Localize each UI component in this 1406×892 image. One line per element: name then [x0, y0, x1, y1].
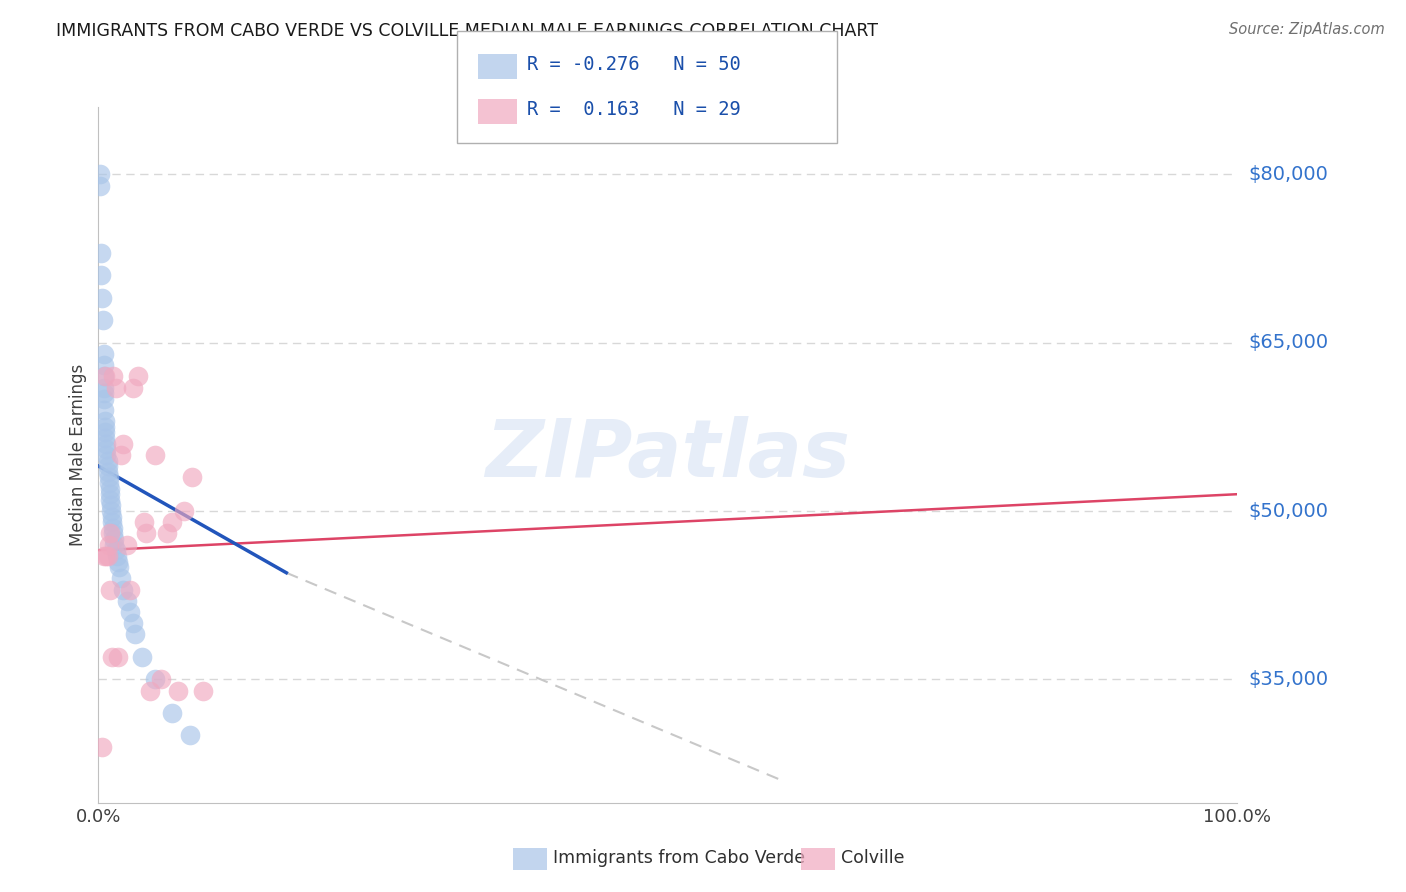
Point — [93, 403, 115, 417]
Text: $80,000: $80,000 — [1249, 165, 1329, 184]
Point — [135, 526, 157, 541]
Point — [98, 492, 121, 507]
Point — [112, 436, 135, 450]
Point — [173, 504, 195, 518]
Point — [94, 420, 117, 434]
Point — [127, 369, 149, 384]
Point — [96, 442, 118, 457]
Point — [89, 178, 111, 193]
Point — [96, 436, 118, 450]
Text: Immigrants from Cabo Verde: Immigrants from Cabo Verde — [553, 849, 804, 867]
Point — [101, 509, 124, 524]
Point — [93, 347, 115, 361]
Point — [90, 246, 112, 260]
Text: R = -0.276   N = 50: R = -0.276 N = 50 — [527, 55, 741, 74]
Text: ZIPatlas: ZIPatlas — [485, 416, 851, 494]
Point — [124, 627, 146, 641]
Point — [96, 453, 118, 467]
Point — [97, 475, 120, 490]
Point — [98, 526, 121, 541]
Point — [94, 414, 117, 428]
Point — [93, 381, 115, 395]
Point — [94, 425, 117, 440]
Point — [145, 448, 167, 462]
Point — [121, 616, 143, 631]
Point — [96, 459, 118, 474]
Y-axis label: Median Male Earnings: Median Male Earnings — [69, 364, 87, 546]
Text: Source: ZipAtlas.com: Source: ZipAtlas.com — [1229, 22, 1385, 37]
Point — [93, 358, 115, 372]
Text: $65,000: $65,000 — [1249, 334, 1329, 352]
Point — [193, 683, 215, 698]
Point — [104, 543, 127, 558]
Point — [108, 560, 131, 574]
Point — [120, 605, 142, 619]
Point — [93, 549, 115, 563]
Point — [100, 499, 122, 513]
Point — [96, 448, 118, 462]
Point — [150, 673, 173, 687]
Point — [94, 431, 117, 445]
Text: Colville: Colville — [841, 849, 904, 867]
Text: $35,000: $35,000 — [1249, 670, 1329, 689]
Point — [107, 555, 129, 569]
Point — [112, 582, 135, 597]
Point — [120, 582, 142, 597]
Point — [145, 673, 167, 687]
Text: R =  0.163   N = 29: R = 0.163 N = 29 — [527, 100, 741, 119]
Point — [162, 515, 184, 529]
Point — [107, 649, 129, 664]
Point — [103, 532, 125, 546]
Point — [156, 526, 179, 541]
Text: IMMIGRANTS FROM CABO VERDE VS COLVILLE MEDIAN MALE EARNINGS CORRELATION CHART: IMMIGRANTS FROM CABO VERDE VS COLVILLE M… — [56, 22, 879, 40]
Point — [103, 369, 125, 384]
Point — [103, 538, 125, 552]
Point — [94, 369, 117, 384]
Point — [89, 167, 111, 181]
Point — [110, 448, 132, 462]
Point — [93, 392, 115, 406]
Point — [101, 515, 124, 529]
Point — [91, 313, 114, 327]
Point — [96, 465, 118, 479]
Point — [132, 515, 155, 529]
Point — [138, 683, 160, 698]
Point — [98, 582, 121, 597]
Point — [180, 470, 202, 484]
Point — [101, 649, 124, 664]
Point — [131, 649, 153, 664]
Point — [115, 538, 138, 552]
Point — [104, 381, 127, 395]
Point — [98, 487, 121, 501]
Point — [98, 482, 121, 496]
Point — [105, 549, 128, 563]
Point — [90, 739, 112, 754]
Point — [115, 594, 138, 608]
Point — [90, 268, 112, 283]
Point — [93, 369, 115, 384]
Point — [97, 538, 120, 552]
Point — [110, 571, 132, 585]
Point — [90, 291, 112, 305]
Point — [97, 470, 120, 484]
Point — [162, 706, 184, 720]
Point — [121, 381, 143, 395]
Point — [100, 504, 122, 518]
Point — [103, 521, 125, 535]
Point — [96, 549, 118, 563]
Point — [96, 549, 118, 563]
Point — [179, 729, 201, 743]
Point — [93, 386, 115, 401]
Point — [103, 526, 125, 541]
Point — [167, 683, 190, 698]
Text: $50,000: $50,000 — [1249, 501, 1329, 521]
